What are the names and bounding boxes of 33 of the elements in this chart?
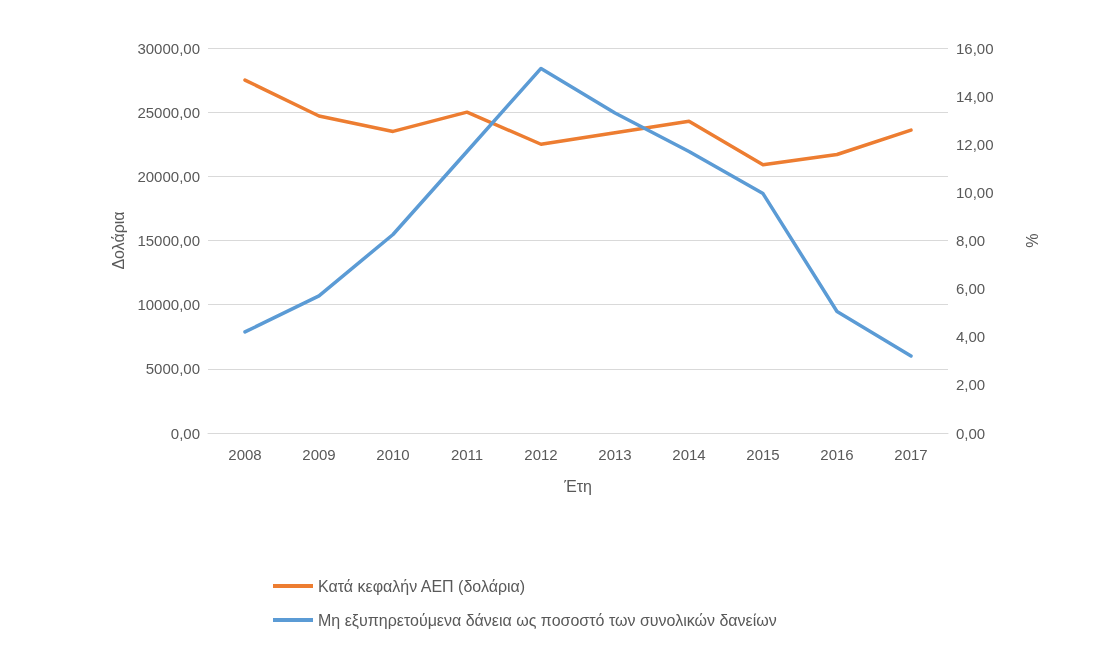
y2-tick-label: 0,00 <box>956 424 986 442</box>
y-axis-title: Δολάρια <box>110 211 128 270</box>
y2-tick-label: 12,00 <box>956 135 994 153</box>
y-tick-label: 10000,00 <box>137 296 200 314</box>
y-tick-label: 25000,00 <box>137 103 200 121</box>
y2-tick-label: 14,00 <box>956 87 994 105</box>
y2-tick-label: 2,00 <box>956 376 986 394</box>
y2-axis-title: % <box>1022 233 1040 248</box>
y2-tick-label: 8,00 <box>956 232 986 249</box>
y-tick-label: 20000,00 <box>137 167 200 185</box>
line-series <box>243 78 913 167</box>
x-tick-label: 2011 <box>450 446 484 463</box>
x-tick-label: 2010 <box>376 446 410 463</box>
x-tick-label: 2009 <box>302 446 336 463</box>
x-tick-label: 2013 <box>598 446 632 463</box>
y2-tick-label: 4,00 <box>956 328 986 346</box>
x-tick-label: 2008 <box>228 446 262 463</box>
x-tick-label: 2015 <box>746 446 780 463</box>
x-tick-label: 2014 <box>672 446 706 463</box>
legend-label: Μη εξυπηρετούμενα δάνεια ως ποσοστό των συνολικών δανείων <box>318 611 777 630</box>
y-tick-label: 30000,00 <box>137 39 200 57</box>
y-tick-label: 5000,00 <box>145 360 200 378</box>
y-tick-label: 15000,00 <box>137 232 200 249</box>
y2-tick-label: 6,00 <box>956 280 986 298</box>
line-series <box>243 66 913 358</box>
legend-label: Κατά κεφαλήν ΑΕΠ (δολάρια) <box>318 577 526 595</box>
x-axis-title: Έτη <box>563 477 592 495</box>
x-tick-label: 2017 <box>894 446 928 463</box>
y-tick-label: 0,00 <box>170 424 200 442</box>
x-tick-label: 2012 <box>524 446 558 463</box>
y2-tick-label: 16,00 <box>956 39 994 57</box>
x-tick-label: 2016 <box>820 446 854 463</box>
y2-tick-label: 10,00 <box>956 183 994 201</box>
